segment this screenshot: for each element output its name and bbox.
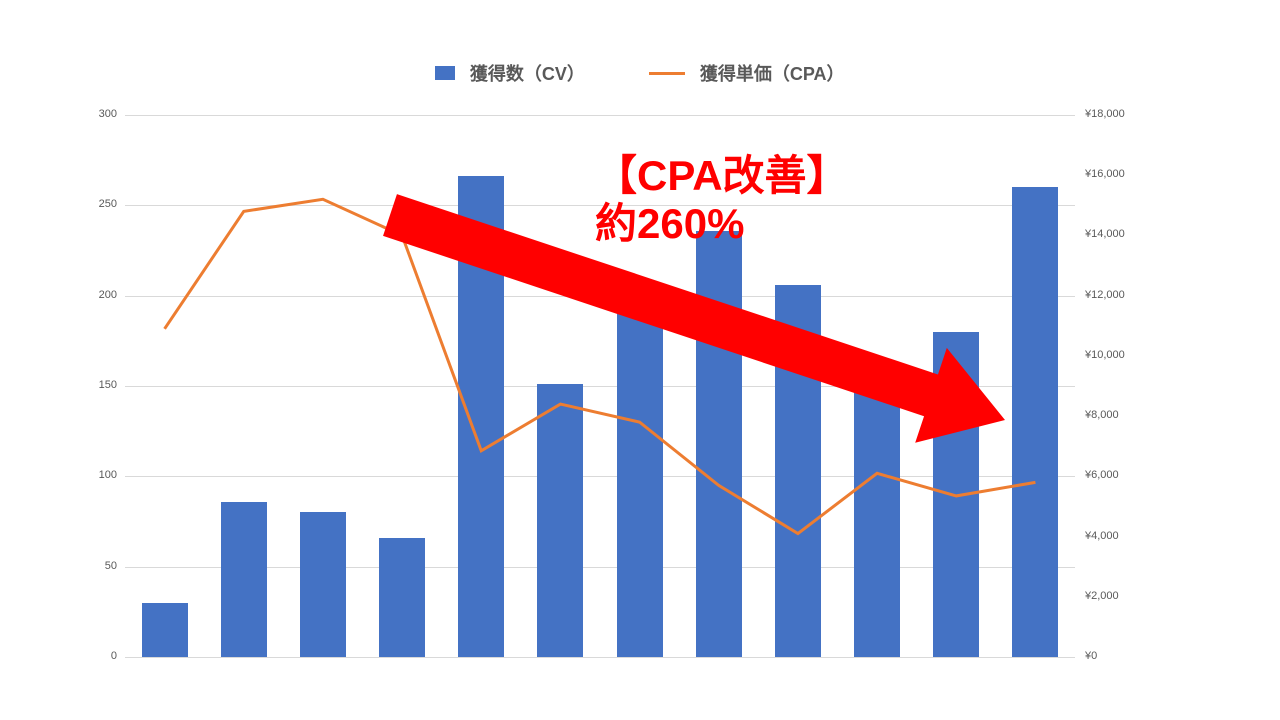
y2-tick-label: ¥18,000 [1085,108,1125,120]
y1-tick-label: 150 [99,379,117,391]
annotation-line2: 約260% [595,200,849,248]
legend: 獲得数（CV） 獲得単価（CPA） [0,60,1280,86]
y2-tick-label: ¥4,000 [1085,530,1119,542]
legend-label-cpa: 獲得単価（CPA） [700,64,845,84]
bar [300,512,346,657]
bar [1012,187,1058,657]
gridline [125,296,1075,297]
bar [775,285,821,657]
y2-tick-label: ¥12,000 [1085,289,1125,301]
y2-tick-label: ¥8,000 [1085,409,1119,421]
chart-container: 獲得数（CV） 獲得単価（CPA） 【CPA改善】 約260% 0 50 100 15… [0,0,1280,720]
legend-item-cpa: 獲得単価（CPA） [649,60,844,86]
bar [379,538,425,657]
cpa-annotation: 【CPA改善】 約260% [595,152,849,249]
bar [696,231,742,657]
y1-tick-label: 100 [99,469,117,481]
bar [537,384,583,657]
legend-swatch-cv [435,66,455,80]
legend-swatch-cpa [649,72,685,75]
y1-tick-label: 50 [105,560,117,572]
legend-item-cv: 獲得数（CV） [435,60,584,86]
bar [221,502,267,657]
y1-tick-label: 250 [99,198,117,210]
bar [458,176,504,657]
y2-tick-label: ¥14,000 [1085,228,1125,240]
bar [617,310,663,657]
y2-tick-label: ¥6,000 [1085,469,1119,481]
y1-tick-label: 200 [99,289,117,301]
y1-tick-label: 0 [111,650,117,662]
y2-tick-label: ¥0 [1085,650,1097,662]
legend-label-cv: 獲得数（CV） [470,64,585,84]
y2-tick-label: ¥10,000 [1085,349,1125,361]
gridline [125,115,1075,116]
gridline [125,657,1075,658]
bar [142,603,188,657]
y2-tick-label: ¥16,000 [1085,168,1125,180]
bar [933,332,979,657]
y1-tick-label: 300 [99,108,117,120]
y2-tick-label: ¥2,000 [1085,590,1119,602]
annotation-line1: 【CPA改善】 [595,152,849,200]
bar [854,391,900,657]
